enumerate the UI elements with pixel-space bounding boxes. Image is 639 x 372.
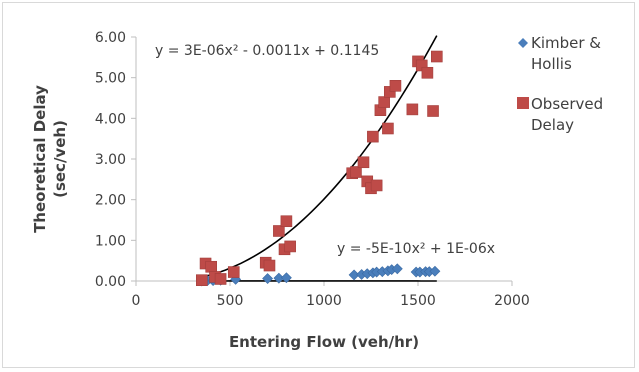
observed-delay-point — [196, 274, 208, 286]
observed-delay-point — [357, 156, 370, 169]
legend-square-icon — [517, 97, 529, 109]
kimber-hollis-point — [273, 272, 285, 284]
trendline-series-2 — [201, 35, 438, 278]
observed-delay-point — [370, 179, 383, 192]
y-tick-label: 2.00 — [95, 193, 126, 209]
legend-kimber-hollis-line-2: Hollis — [531, 55, 572, 73]
observed-delay-point — [350, 166, 362, 178]
x-tick-label: 500 — [217, 293, 244, 309]
observed-delay-point — [389, 80, 402, 92]
observed-delay-point — [367, 130, 379, 143]
y-axis-title-line-2: (sec/veh) — [51, 120, 69, 198]
observed-delay-point — [214, 273, 227, 285]
x-tick-label: 0 — [132, 293, 141, 309]
legend-observed-delay-line-2: Delay — [531, 116, 574, 134]
x-tick-label: 1000 — [306, 293, 342, 309]
observed-delay-point — [273, 225, 285, 237]
observed-delay-equation: y = 3E-06x² - 0.0011x + 0.1145 — [155, 43, 379, 59]
scatter-chart: 0.00 1.00 2.00 3.00 4.00 5.00 6.00 0 500 1000 1500… — [31, 30, 603, 351]
y-tick-label: 4.00 — [95, 111, 126, 127]
x-tick-label: 1500 — [400, 293, 436, 309]
y-tick-label: 1.00 — [95, 233, 126, 249]
observed-delay-point — [421, 66, 434, 79]
chart-frame: 0.00 1.00 2.00 3.00 4.00 5.00 6.00 0 500 1000 1500… — [2, 2, 635, 368]
observed-delay-point — [427, 105, 439, 117]
x-axis-title: Entering Flow (veh/hr) — [229, 333, 419, 351]
observed-delay-point — [280, 215, 293, 228]
kimber-hollis-point — [348, 269, 360, 281]
y-tick-label: 5.00 — [95, 71, 126, 87]
legend-kimber-hollis-line-1: Kimber & — [531, 34, 601, 52]
observed-delay-point — [205, 260, 217, 273]
plot-area: 0.00 1.00 2.00 3.00 4.00 5.00 6.00 0 500 1000 1500… — [31, 30, 603, 351]
observed-delay-point — [227, 266, 240, 278]
observed-delay-point — [430, 50, 443, 63]
legend-observed-delay-line-1: Observed — [531, 95, 603, 113]
y-axis-title-line-1: Theoretical Delay — [31, 85, 49, 233]
y-tick-label: 3.00 — [95, 152, 126, 168]
kimber-hollis-equation: y = -5E-10x² + 1E-06x — [337, 241, 495, 257]
kimber-hollis-point — [429, 265, 441, 277]
kimber-hollis-point — [391, 263, 403, 275]
y-tick-label: 0.00 — [95, 274, 126, 290]
kimber-hollis-point — [280, 272, 292, 284]
y-tick-label: 6.00 — [95, 30, 126, 46]
observed-delay-point — [378, 96, 390, 108]
x-tick-label: 2000 — [494, 293, 530, 309]
observed-delay-point — [406, 103, 419, 116]
kimber-hollis-point — [262, 273, 274, 284]
observed-delay-point — [382, 122, 394, 135]
legend-diamond-icon — [518, 38, 528, 48]
observed-delay-point — [284, 240, 296, 253]
observed-delay-point — [263, 259, 276, 272]
